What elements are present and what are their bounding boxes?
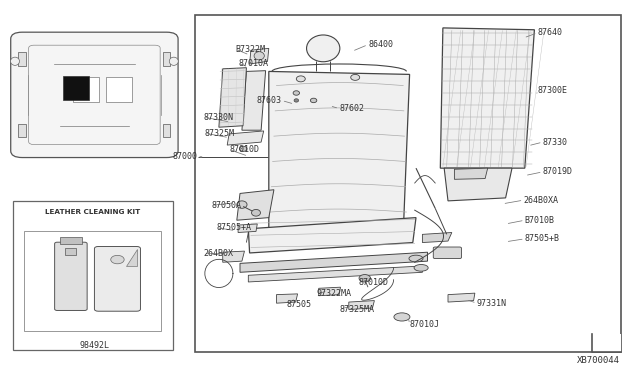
Bar xyxy=(163,52,170,66)
Text: 87300E: 87300E xyxy=(538,86,568,94)
Ellipse shape xyxy=(394,313,410,321)
FancyBboxPatch shape xyxy=(54,242,87,311)
Bar xyxy=(19,124,26,137)
Polygon shape xyxy=(454,168,488,179)
Polygon shape xyxy=(269,71,410,246)
FancyBboxPatch shape xyxy=(11,32,178,158)
Text: 87330N: 87330N xyxy=(204,113,234,122)
Ellipse shape xyxy=(111,255,124,264)
FancyBboxPatch shape xyxy=(433,247,461,259)
Text: 97331N: 97331N xyxy=(477,299,507,308)
Text: B7322M: B7322M xyxy=(236,45,266,54)
Polygon shape xyxy=(448,293,475,302)
Text: 87505: 87505 xyxy=(287,300,312,309)
Text: 87505+B: 87505+B xyxy=(525,234,560,243)
Polygon shape xyxy=(248,218,416,253)
Ellipse shape xyxy=(239,146,247,151)
Text: XB700044: XB700044 xyxy=(577,356,620,365)
Polygon shape xyxy=(248,266,422,282)
Ellipse shape xyxy=(294,99,298,102)
Text: 87330: 87330 xyxy=(543,138,568,147)
Ellipse shape xyxy=(351,74,360,80)
Polygon shape xyxy=(238,224,257,232)
Text: 87019D: 87019D xyxy=(543,167,573,176)
Bar xyxy=(106,77,132,102)
Bar xyxy=(195,15,621,352)
Ellipse shape xyxy=(254,52,264,60)
Polygon shape xyxy=(227,131,264,145)
Bar xyxy=(19,52,26,66)
Bar xyxy=(60,237,82,244)
Polygon shape xyxy=(319,287,340,296)
Ellipse shape xyxy=(293,91,300,95)
Ellipse shape xyxy=(414,264,428,271)
Polygon shape xyxy=(237,190,274,220)
Text: 87010D: 87010D xyxy=(229,145,259,154)
Bar xyxy=(65,248,76,256)
FancyBboxPatch shape xyxy=(95,247,140,311)
Text: B7010B: B7010B xyxy=(525,216,555,225)
Bar xyxy=(63,76,88,100)
Text: 86400: 86400 xyxy=(369,40,394,49)
Text: 87010D: 87010D xyxy=(358,278,388,287)
Ellipse shape xyxy=(296,76,305,82)
Ellipse shape xyxy=(409,255,423,262)
Text: 97322MA: 97322MA xyxy=(317,289,352,298)
Polygon shape xyxy=(440,28,534,168)
Text: 87602: 87602 xyxy=(339,104,364,113)
Ellipse shape xyxy=(252,209,260,216)
Text: 98492L: 98492L xyxy=(80,341,109,350)
Bar xyxy=(24,231,161,331)
Bar xyxy=(73,77,99,102)
Text: 87325M: 87325M xyxy=(205,129,235,138)
Text: 87000: 87000 xyxy=(172,153,197,161)
Polygon shape xyxy=(240,252,428,272)
Polygon shape xyxy=(422,232,452,243)
Ellipse shape xyxy=(237,201,247,208)
Bar xyxy=(163,124,170,137)
Text: 87325MA: 87325MA xyxy=(339,305,374,314)
Text: 87603: 87603 xyxy=(257,96,282,105)
Ellipse shape xyxy=(310,98,317,103)
Text: 264B0X: 264B0X xyxy=(204,249,234,258)
Polygon shape xyxy=(349,301,374,310)
Polygon shape xyxy=(223,251,244,262)
Text: 87010A: 87010A xyxy=(238,59,268,68)
Bar xyxy=(13,201,173,350)
Polygon shape xyxy=(444,168,512,201)
Text: 87010J: 87010J xyxy=(410,320,440,329)
Bar xyxy=(592,334,621,352)
Text: 87505+A: 87505+A xyxy=(216,223,252,232)
Ellipse shape xyxy=(10,57,19,65)
Polygon shape xyxy=(242,71,266,130)
Ellipse shape xyxy=(170,57,179,65)
Polygon shape xyxy=(126,249,136,266)
Ellipse shape xyxy=(359,275,371,282)
Text: 87640: 87640 xyxy=(538,28,563,37)
Polygon shape xyxy=(250,48,269,64)
Text: LEATHER CLEANING KIT: LEATHER CLEANING KIT xyxy=(45,209,140,215)
Polygon shape xyxy=(276,294,298,303)
Text: 264B0XA: 264B0XA xyxy=(524,196,559,205)
Ellipse shape xyxy=(307,35,340,62)
Polygon shape xyxy=(219,68,246,127)
Text: 87050A: 87050A xyxy=(211,201,241,210)
